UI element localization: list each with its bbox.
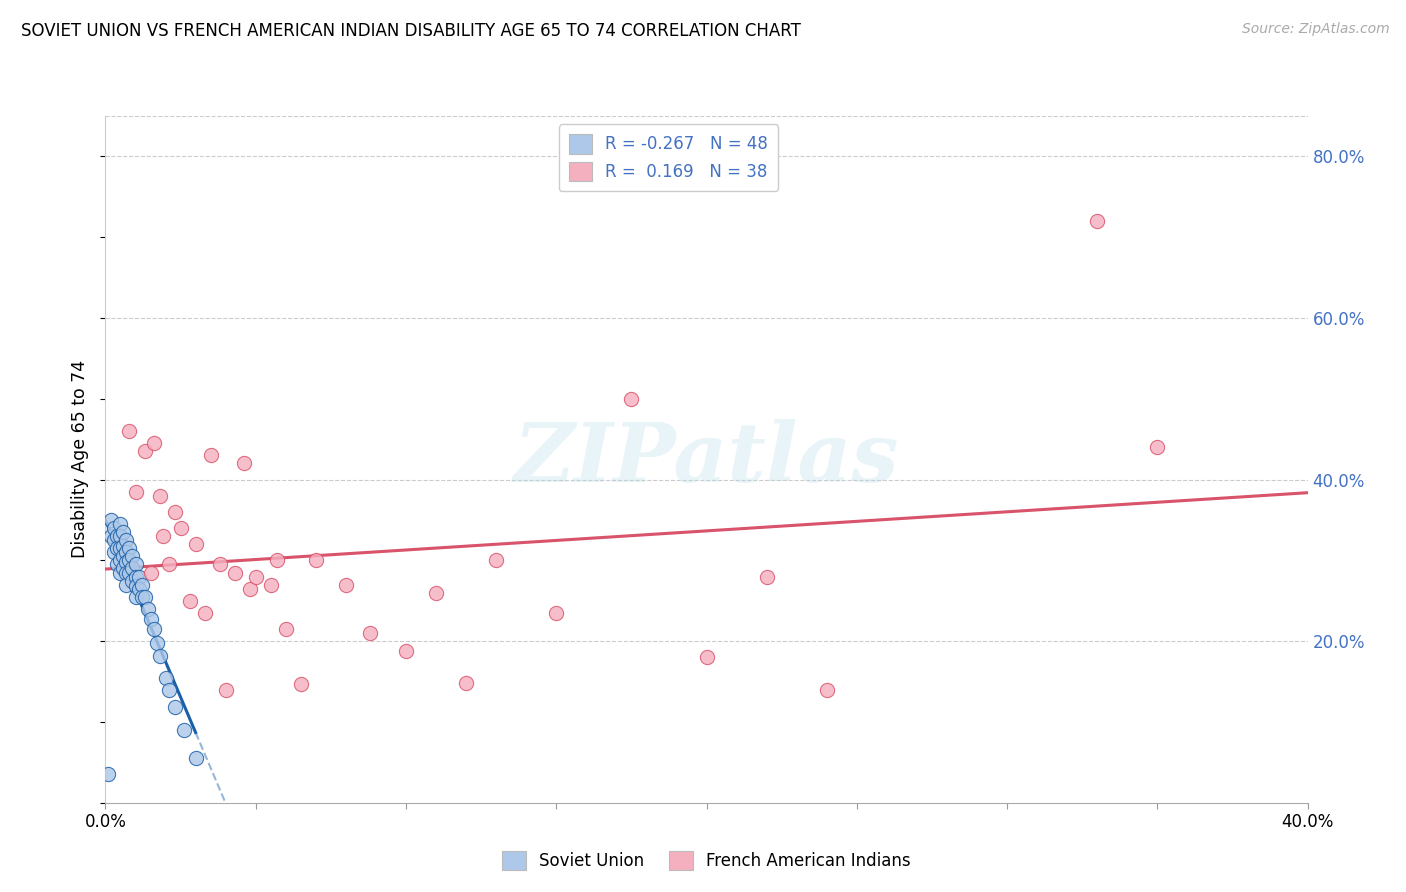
Point [274, 622, 297, 636]
Point [115, 555, 138, 569]
Point [124, 579, 146, 593]
Point [115, 533, 138, 548]
Point [815, 682, 838, 697]
Y-axis label: Disability Age 65 to 74: Disability Age 65 to 74 [72, 360, 90, 558]
Point [163, 505, 186, 519]
Point [620, 392, 643, 406]
Point [124, 484, 146, 499]
Point [112, 549, 135, 564]
Point [200, 448, 222, 462]
Point [148, 648, 170, 663]
Point [266, 553, 288, 567]
Point [290, 677, 312, 691]
Point [136, 602, 159, 616]
Point [110, 516, 132, 531]
Point [110, 553, 132, 567]
Point [224, 566, 246, 580]
Point [208, 558, 231, 572]
Point [157, 682, 180, 697]
Point [124, 558, 146, 572]
Point [359, 626, 381, 640]
Point [112, 525, 135, 540]
Point [142, 622, 165, 636]
Point [139, 566, 162, 580]
Point [118, 541, 141, 556]
Point [115, 577, 138, 591]
Point [454, 676, 477, 690]
Point [173, 723, 195, 737]
Point [118, 566, 141, 580]
Point [134, 444, 156, 458]
Point [214, 682, 236, 697]
Point [103, 521, 125, 535]
Point [696, 650, 718, 665]
Text: Source: ZipAtlas.com: Source: ZipAtlas.com [1241, 22, 1389, 37]
Point [112, 561, 135, 575]
Point [1146, 440, 1168, 454]
Point [755, 569, 778, 583]
Point [124, 569, 146, 583]
Point [134, 590, 156, 604]
Text: ZIPatlas: ZIPatlas [513, 419, 900, 500]
Point [152, 529, 174, 543]
Point [128, 569, 150, 583]
Point [107, 558, 129, 572]
Point [121, 561, 143, 575]
Point [103, 533, 125, 548]
Point [546, 606, 568, 620]
Point [155, 671, 177, 685]
Point [163, 700, 186, 714]
Text: SOVIET UNION VS FRENCH AMERICAN INDIAN DISABILITY AGE 65 TO 74 CORRELATION CHART: SOVIET UNION VS FRENCH AMERICAN INDIAN D… [21, 22, 801, 40]
Point [169, 521, 191, 535]
Point [260, 577, 283, 591]
Point [194, 606, 217, 620]
Point [239, 582, 262, 596]
Point [184, 751, 207, 765]
Point [118, 424, 141, 438]
Point [232, 457, 254, 471]
Point [121, 549, 143, 564]
Point [184, 537, 207, 551]
Point [305, 553, 328, 567]
Point [115, 566, 138, 581]
Point [128, 582, 150, 596]
Point [1085, 214, 1108, 228]
Legend: Soviet Union, French American Indians: Soviet Union, French American Indians [496, 845, 917, 877]
Point [100, 513, 122, 527]
Point [100, 529, 122, 543]
Point [245, 569, 267, 583]
Point [124, 590, 146, 604]
Point [110, 566, 132, 580]
Point [179, 594, 201, 608]
Point [148, 489, 170, 503]
Point [110, 529, 132, 543]
Point [425, 585, 447, 599]
Point [107, 541, 129, 556]
Point [121, 574, 143, 588]
Point [485, 553, 508, 567]
Point [131, 590, 153, 604]
Point [139, 611, 162, 625]
Point [112, 539, 135, 553]
Point [131, 577, 153, 591]
Point [142, 436, 165, 450]
Point [118, 553, 141, 567]
Point [145, 636, 167, 650]
Point [395, 644, 418, 658]
Point [115, 545, 138, 559]
Point [97, 766, 120, 780]
Point [103, 545, 125, 559]
Point [157, 558, 180, 572]
Point [335, 577, 357, 591]
Point [107, 529, 129, 543]
Point [110, 541, 132, 556]
